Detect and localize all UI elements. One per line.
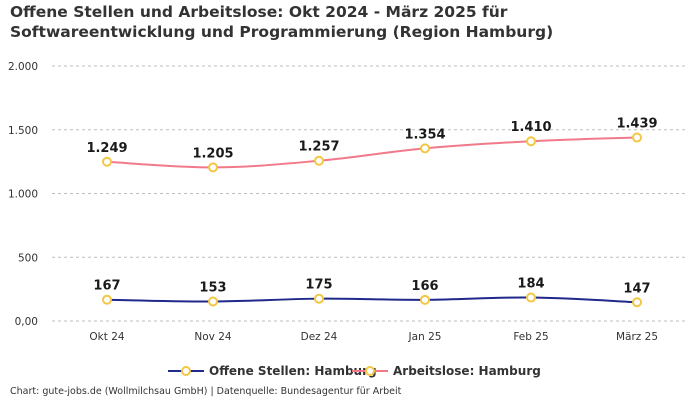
legend-marker: [181, 366, 191, 376]
data-point: [420, 294, 430, 305]
series-line-2: [106, 136, 638, 169]
data-label: 1.410: [510, 120, 551, 135]
y-tick-label: 0,00: [15, 316, 38, 328]
data-point: [632, 132, 642, 143]
data-label: 153: [199, 280, 226, 295]
data-label: 1.205: [192, 146, 233, 161]
x-tick-label: Nov 24: [194, 331, 232, 343]
legend-label: Offene Stellen: Hamburg: [209, 364, 377, 378]
x-tick-label: Feb 25: [513, 331, 548, 343]
data-label: 166: [411, 279, 438, 294]
y-tick-label: 500: [18, 252, 38, 264]
series-group: [102, 132, 642, 308]
data-point: [102, 156, 112, 167]
data-point: [208, 162, 218, 173]
x-tick-label: Okt 24: [89, 331, 124, 343]
data-label: 1.257: [298, 140, 339, 155]
data-point: [526, 292, 536, 303]
gridlines: [52, 65, 688, 322]
x-tick-label: Jan 25: [408, 331, 442, 343]
data-label: 184: [517, 277, 544, 292]
data-point: [102, 294, 112, 305]
y-tick-label: 1.500: [8, 125, 38, 137]
series-line-1: [106, 296, 638, 304]
data-label: 1.354: [404, 127, 445, 142]
legend-label: Arbeitslose: Hamburg: [393, 364, 541, 378]
legend-marker: [365, 366, 375, 376]
chart-title: Offene Stellen und Arbeitslose: Okt 2024…: [10, 3, 554, 41]
data-label: 147: [623, 281, 650, 296]
x-tick-label: Dez 24: [301, 331, 338, 343]
data-label: 1.249: [86, 141, 127, 156]
data-point: [420, 143, 430, 154]
data-label: 1.439: [616, 117, 657, 132]
legend: Offene Stellen: Hamburg Arbeitslose: Hamb…: [168, 364, 541, 378]
x-axis: Okt 24 Nov 24 Dez 24 Jan 25 Feb 25 März 25: [89, 331, 658, 343]
data-label: 175: [305, 278, 332, 293]
y-tick-label: 2.000: [8, 61, 38, 73]
data-point: [314, 155, 324, 166]
data-point: [632, 297, 642, 308]
x-tick-label: März 25: [616, 331, 658, 343]
data-labels: 167 153 175 166 184 147 1.249 1.205 1.257 1.354 1.…: [86, 117, 657, 297]
data-point: [526, 136, 536, 147]
y-axis: 0,00 500 1.000 1.500 2.000: [8, 61, 38, 328]
data-point: [314, 293, 324, 304]
data-label: 167: [93, 279, 120, 294]
chart-source: Chart: gute-jobs.de (Wollmilchsau GmbH) …: [10, 386, 402, 397]
data-point: [208, 296, 218, 307]
y-tick-label: 1.000: [8, 189, 38, 201]
